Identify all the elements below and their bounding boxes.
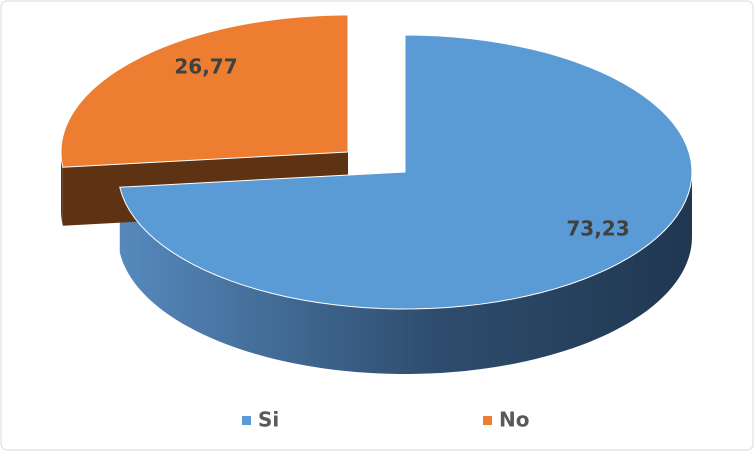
- slice: [119, 34, 693, 310]
- pie: 73,23 26,77: [60, 14, 693, 374]
- slice-side: [119, 172, 692, 374]
- legend-label: Si: [258, 408, 279, 432]
- legend-swatch: [483, 416, 492, 425]
- data-label: 73,23: [566, 217, 629, 241]
- legend-label: No: [499, 408, 529, 432]
- legend: Si No: [242, 408, 529, 432]
- slice: [60, 14, 349, 168]
- legend-swatch: [242, 416, 251, 425]
- slice-side: [61, 152, 63, 226]
- data-label: 26,77: [174, 55, 237, 79]
